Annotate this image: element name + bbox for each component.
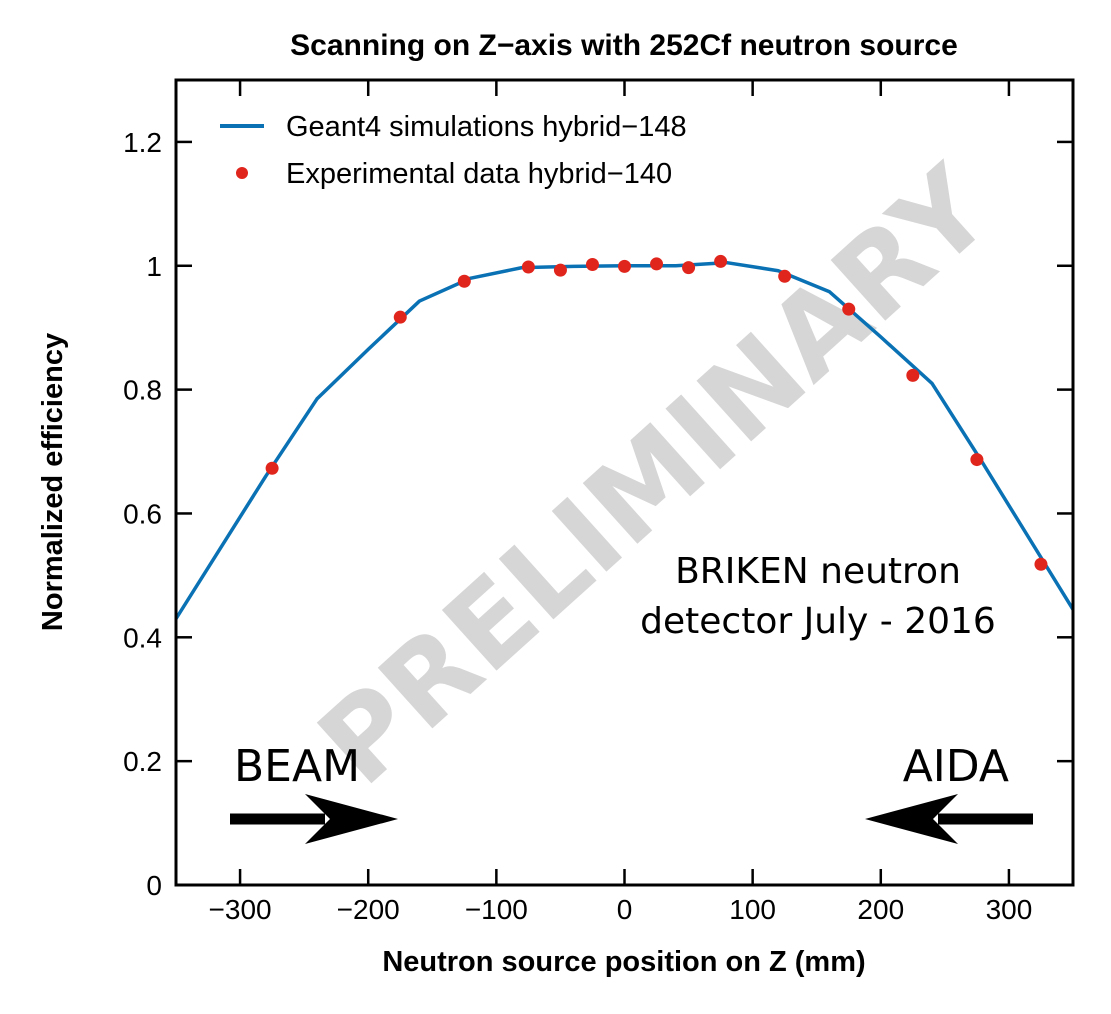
ticks-layer: −300 −200 −100 0 100 200 300 0 0.2 0.4 0.6 0.8 1 1.2 [123, 80, 1073, 925]
x-tick-label: 100 [729, 894, 776, 925]
watermark-text: PRELIMINARY [295, 142, 1017, 810]
x-tick-label: 0 [617, 894, 633, 925]
data-point-experiment [970, 453, 984, 467]
data-point-experiment [553, 263, 567, 277]
data-point-experiment [682, 261, 696, 275]
data-point-experiment [906, 368, 920, 382]
data-point-experiment [618, 259, 631, 273]
detector-annotation-line1: BRIKEN neutron [675, 551, 961, 592]
aida-arrow-icon [865, 794, 1033, 844]
plot-frame [174, 78, 1075, 887]
data-point-experiment [457, 274, 471, 288]
x-axis-label: Neutron source position on Z (mm) [382, 946, 865, 978]
y-tick-label: 1.2 [123, 127, 162, 158]
data-point-experiment [778, 269, 792, 283]
beam-arrow-icon [230, 794, 398, 844]
series-layer [176, 254, 1073, 620]
data-point-experiment [650, 257, 664, 271]
data-point-experiment [521, 260, 535, 274]
chart-title: Scanning on Z−axis with 252Cf neutron so… [290, 29, 958, 62]
y-tick-label: 0.8 [123, 375, 162, 406]
y-tick-label: 0.4 [123, 622, 162, 653]
x-tick-label: 300 [986, 894, 1033, 925]
x-tick-label: −300 [209, 894, 272, 925]
data-point-experiment [393, 310, 407, 324]
y-axis-label: Normalized efficiency [37, 333, 69, 631]
detector-annotation-line2: detector July - 2016 [640, 601, 996, 642]
aida-label: AIDA [903, 741, 1009, 792]
x-tick-label: 200 [857, 894, 904, 925]
data-point-experiment [714, 254, 728, 268]
data-point-experiment [585, 258, 599, 272]
y-tick-label: 0.2 [123, 746, 162, 777]
beam-label: BEAM [234, 741, 360, 792]
x-tick-label: −200 [337, 894, 400, 925]
legend-entry-simulation: Geant4 simulations hybrid−148 [286, 111, 687, 143]
data-point-experiment [1034, 557, 1048, 571]
data-point-experiment [842, 302, 856, 316]
y-tick-label: 1 [146, 251, 162, 282]
legend: Geant4 simulations hybrid−148 Experiment… [220, 111, 687, 190]
legend-dot-swatch [236, 167, 248, 179]
y-tick-label: 0 [146, 870, 162, 901]
x-tick-label: −100 [465, 894, 528, 925]
y-tick-label: 0.6 [123, 498, 162, 529]
legend-entry-experiment: Experimental data hybrid−140 [286, 158, 672, 190]
data-point-experiment [265, 461, 279, 475]
